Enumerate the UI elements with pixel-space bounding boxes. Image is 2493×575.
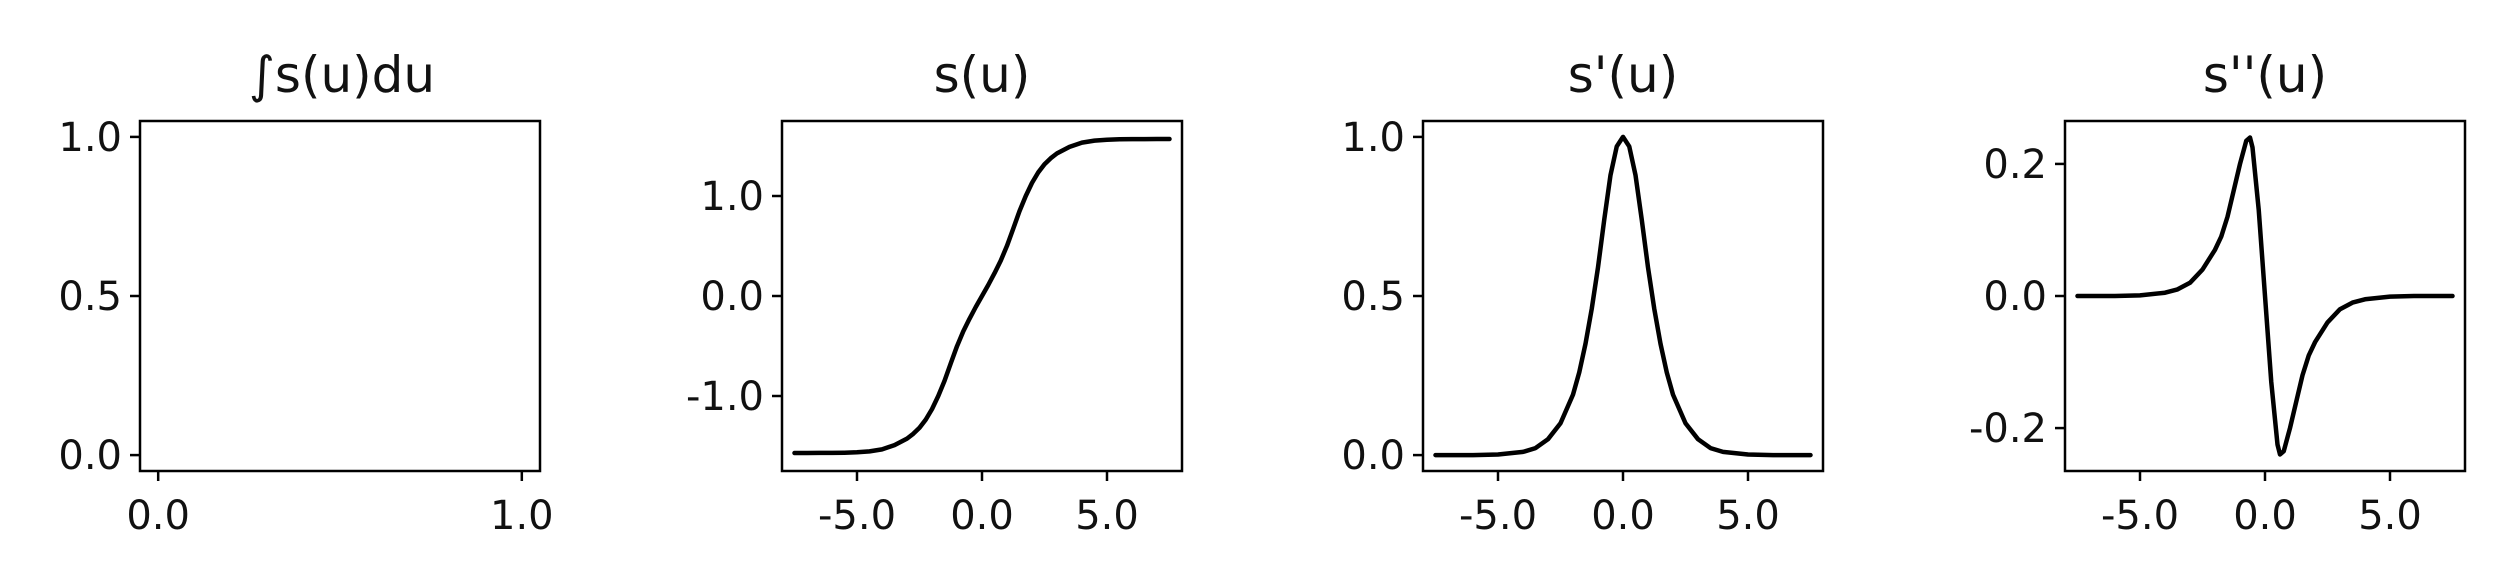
x-tick-label: -5.0: [2101, 493, 2179, 539]
panel-title: ∫s(u)du: [249, 46, 435, 104]
x-tick-label: -5.0: [1459, 493, 1537, 539]
x-tick-label: 1.0: [490, 493, 554, 539]
y-tick-label: 0.0: [1983, 274, 2047, 320]
y-tick-label: -1.0: [686, 374, 764, 420]
x-tick-label: 0.0: [950, 493, 1014, 539]
series-line: [1433, 134, 1813, 458]
y-tick-label: 0.5: [58, 274, 122, 320]
panel-title: s(u): [934, 46, 1031, 104]
x-tick-label: 0.0: [1591, 493, 1655, 539]
axes-frame: [1421, 119, 1825, 473]
x-tick-label: 5.0: [1075, 493, 1139, 539]
y-tick-label: -0.2: [1969, 406, 2047, 452]
y-tick-label: 1.0: [700, 174, 764, 220]
x-tick-label: -5.0: [818, 493, 896, 539]
panel-s-prime: s'(u) -5.0 0.0 5.0 0.0 0.5 1.0: [1341, 46, 1825, 539]
x-tick-label: 0.0: [2233, 493, 2297, 539]
y-tick-label: 0.0: [700, 274, 764, 320]
x-tick-label: 5.0: [1716, 493, 1780, 539]
x-tick-label: 5.0: [2358, 493, 2422, 539]
y-tick-label: 0.0: [58, 433, 122, 479]
series-line: [792, 136, 1172, 456]
panel-s: s(u) -5.0 0.0 5.0 -1.0 0.0 1.0: [686, 46, 1184, 539]
panel-s-double-prime: s''(u) -5.0 0.0 5.0 -0.2 0.0 0.2: [1969, 46, 2467, 539]
y-tick-label: 1.0: [1341, 115, 1405, 161]
y-tick-label: 0.0: [1341, 433, 1405, 479]
series-line: [2075, 135, 2455, 457]
x-tick-label: 0.0: [126, 493, 190, 539]
panel-title: s''(u): [2203, 46, 2327, 104]
panel-title: s'(u): [1568, 46, 1679, 104]
y-tick-label: 0.5: [1341, 274, 1405, 320]
y-tick-label: 1.0: [58, 115, 122, 161]
panel-integral: ∫s(u)du 0.0 1.0 0.0 0.5 1.0: [58, 46, 553, 539]
axes-frame: [138, 119, 542, 473]
y-tick-label: 0.2: [1983, 142, 2047, 188]
